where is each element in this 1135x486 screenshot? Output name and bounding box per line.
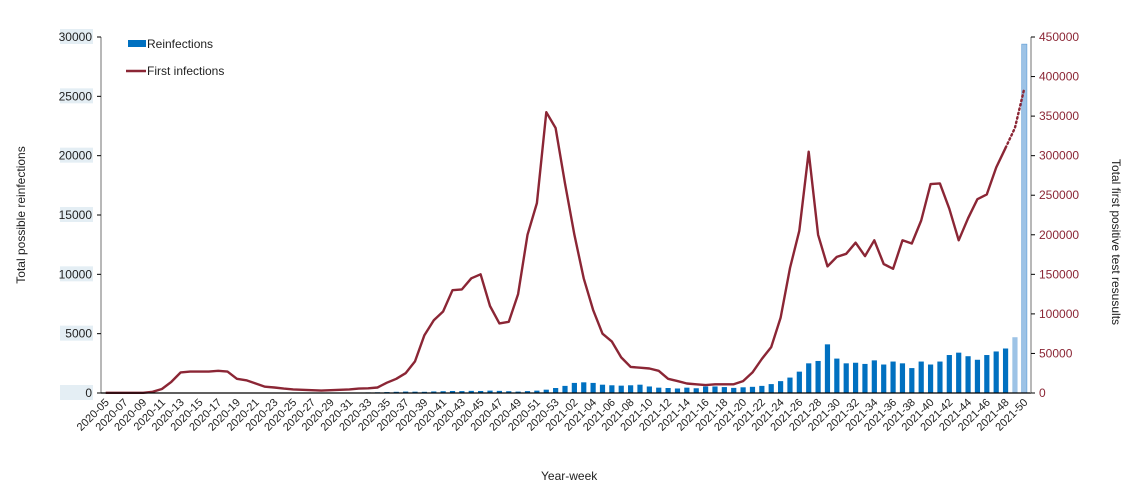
bar [571, 382, 577, 393]
bar [506, 391, 512, 393]
bar [665, 388, 671, 393]
x-axis-title: Year-week [541, 469, 598, 483]
bar [834, 358, 840, 393]
bar [656, 387, 662, 393]
bar [459, 391, 465, 393]
bar [759, 385, 765, 393]
bar [956, 352, 962, 393]
bar [777, 381, 784, 393]
legend-reinfections: Reinfections [147, 37, 213, 51]
bar [524, 391, 531, 393]
bar [899, 363, 906, 393]
svg-text:0: 0 [85, 386, 92, 400]
bar [496, 390, 502, 393]
bar [431, 391, 437, 393]
bar [534, 390, 540, 393]
bar [974, 359, 981, 393]
bar [1012, 337, 1018, 393]
first-infections-line [105, 87, 1026, 394]
bar [693, 388, 699, 393]
bar [824, 344, 831, 393]
bar [927, 364, 934, 393]
bar [918, 361, 924, 393]
bar [871, 360, 877, 393]
bar [852, 362, 859, 393]
svg-text:250000: 250000 [1039, 188, 1079, 202]
bar [749, 386, 756, 393]
svg-text:25000: 25000 [59, 89, 93, 103]
svg-text:15000: 15000 [59, 208, 93, 222]
bar [712, 386, 718, 393]
right-axis-ticks: 0 50000 100000 150000 200000 250000 300000 3500… [1031, 30, 1079, 400]
legend: Reinfections First infections [126, 37, 224, 78]
bar [599, 384, 606, 393]
bar [403, 391, 409, 393]
bar [965, 356, 971, 393]
reinfection-bars [346, 43, 1028, 394]
bar [515, 391, 521, 393]
bar [590, 382, 596, 393]
bar [909, 368, 915, 393]
bar [609, 385, 615, 393]
bar [440, 391, 446, 393]
bar [787, 377, 793, 393]
svg-text:300000: 300000 [1039, 149, 1079, 163]
bar [449, 390, 456, 393]
right-axis-title: Total first positive test resusults [1109, 159, 1123, 325]
bar [890, 361, 896, 393]
bar [618, 385, 624, 393]
bar [721, 387, 727, 393]
svg-text:10000: 10000 [59, 267, 93, 281]
legend-bar-swatch [128, 40, 146, 47]
bar [731, 387, 737, 393]
bar [881, 364, 887, 393]
bar [487, 390, 493, 393]
x-axis-ticks: 2020-052020-072020-092020-112020-132020-… [75, 397, 1031, 434]
bar [815, 360, 821, 393]
svg-text:400000: 400000 [1039, 70, 1079, 84]
bar [553, 388, 559, 393]
left-axis-title: Total possible reinfections [14, 146, 28, 283]
bar [628, 385, 634, 393]
left-axis-ticks: 0 5000 10000 15000 20000 25000 30000 [59, 29, 101, 400]
bar [674, 388, 681, 393]
svg-text:450000: 450000 [1039, 30, 1079, 44]
line-solid [105, 110, 1007, 394]
bar [412, 391, 418, 393]
svg-text:30000: 30000 [59, 30, 93, 44]
bar [581, 382, 587, 393]
bar [637, 384, 643, 393]
bar [768, 384, 774, 393]
bar [543, 389, 549, 393]
bar [740, 387, 746, 393]
bar [468, 390, 474, 393]
bar [646, 386, 652, 393]
bar [796, 371, 802, 393]
svg-text:350000: 350000 [1039, 109, 1079, 123]
svg-text:50000: 50000 [1039, 346, 1073, 360]
legend-first-infections: First infections [147, 64, 224, 78]
svg-text:100000: 100000 [1039, 307, 1079, 321]
bar [478, 390, 484, 393]
bar [862, 363, 868, 393]
svg-text:5000: 5000 [65, 327, 92, 341]
bar [1002, 348, 1009, 393]
bar [993, 351, 999, 393]
bar [843, 363, 849, 393]
svg-text:150000: 150000 [1039, 267, 1079, 281]
bar [684, 387, 690, 393]
svg-text:0: 0 [1039, 386, 1046, 400]
bar [703, 386, 709, 393]
bar [806, 363, 812, 393]
axes [100, 37, 1032, 394]
svg-text:200000: 200000 [1039, 228, 1079, 242]
bar [562, 385, 568, 393]
bar [984, 355, 990, 393]
line-provisional [1004, 87, 1026, 150]
svg-text:20000: 20000 [59, 149, 93, 163]
bar [937, 361, 943, 393]
bar [946, 355, 952, 393]
